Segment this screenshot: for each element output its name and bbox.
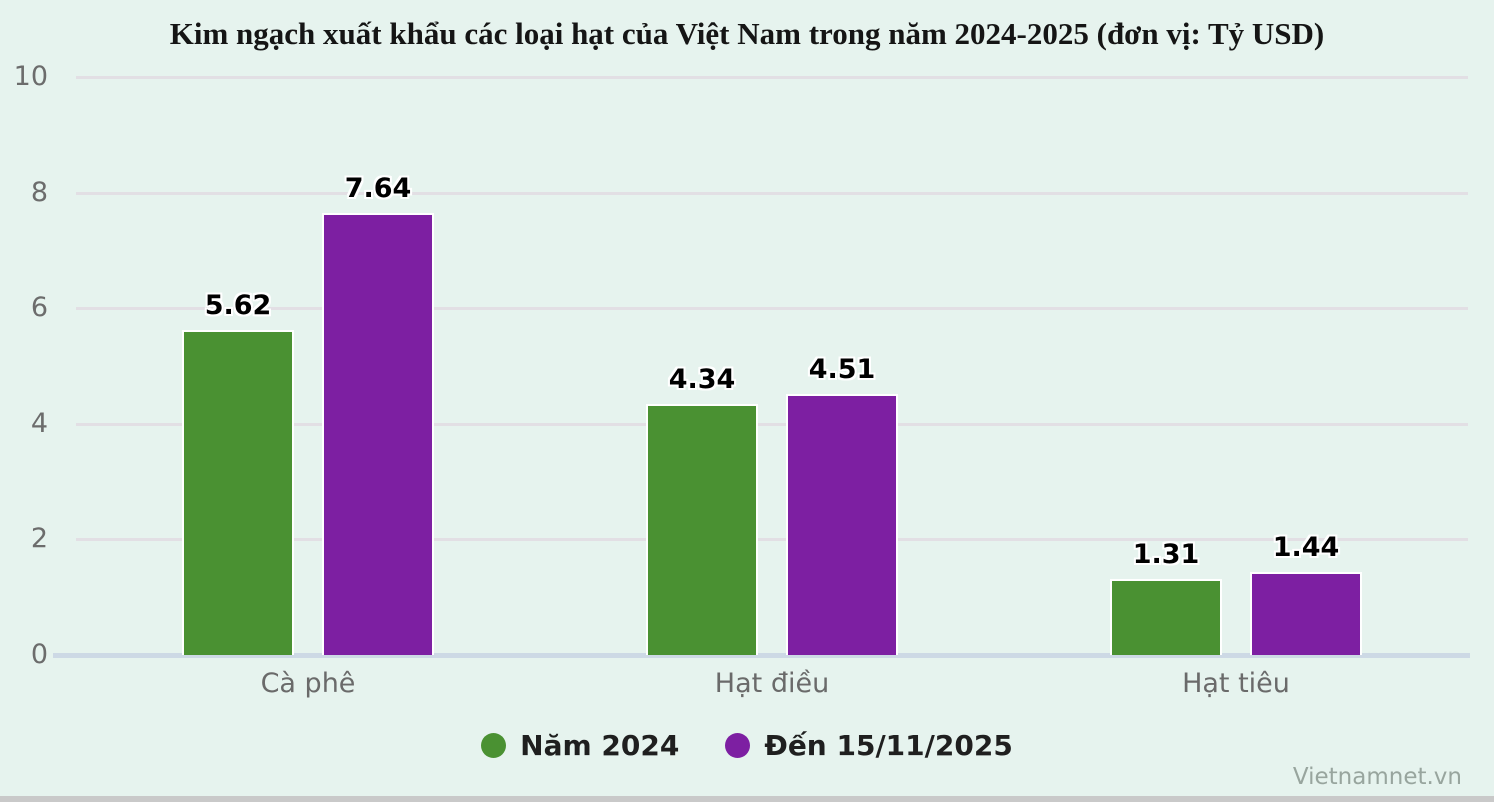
bar-en-15-11-2025-ca-phe: [322, 213, 434, 655]
value-label-en-15-11-2025-ca-phe: 7.64: [344, 173, 412, 205]
legend-dot-icon: [481, 733, 507, 758]
legend-label: Năm 2024: [520, 729, 680, 762]
y-tick-label: 8: [30, 176, 48, 208]
bar-nam-2024-hat-ieu: [646, 404, 758, 655]
bar-nam-2024-ca-phe: [182, 330, 294, 655]
legend-dot-icon: [725, 733, 751, 758]
category-label-ca-phe: Cà phê: [260, 668, 356, 699]
value-label-en-15-11-2025-hat-ieu: 4.51: [808, 354, 876, 386]
bar-en-15-11-2025-hat-tieu: [1250, 571, 1362, 655]
x-axis-line: [53, 653, 1470, 658]
legend: Năm 2024 Đến 15/11/2025: [0, 729, 1494, 762]
category-label-hat-tieu: Hạt tiêu: [1182, 668, 1290, 699]
gridline: [76, 191, 1468, 195]
category-label-hat-ieu: Hạt điều: [714, 668, 830, 699]
legend-label: Đến 15/11/2025: [764, 729, 1013, 762]
y-tick-label: 0: [30, 639, 48, 670]
bottom-bar: [0, 796, 1494, 802]
value-label-nam-2024-ca-phe: 5.62: [204, 290, 272, 322]
chart-title: Kim ngạch xuất khẩu các loại hạt của Việ…: [169, 16, 1325, 51]
gridline: [76, 422, 1468, 426]
y-tick-label: 10: [13, 61, 48, 92]
y-tick-label: 6: [30, 292, 48, 324]
bar-en-15-11-2025-hat-ieu: [786, 394, 898, 655]
legend-item-nam-2024: Năm 2024: [481, 729, 679, 762]
watermark: Vietnamnet.vn: [1292, 764, 1462, 790]
legend-item-en-15-11-2025: Đến 15/11/2025: [725, 729, 1013, 762]
y-tick-label: 2: [30, 523, 48, 555]
value-label-nam-2024-hat-tieu: 1.31: [1132, 539, 1200, 571]
value-label-nam-2024-hat-ieu: 4.34: [668, 364, 736, 396]
gridline: [76, 307, 1468, 311]
value-label-en-15-11-2025-hat-tieu: 1.44: [1272, 531, 1340, 563]
gridline: [76, 76, 1468, 79]
bar-nam-2024-hat-tieu: [1110, 579, 1222, 655]
y-tick-label: 4: [30, 407, 48, 439]
gridline: [76, 538, 1468, 542]
